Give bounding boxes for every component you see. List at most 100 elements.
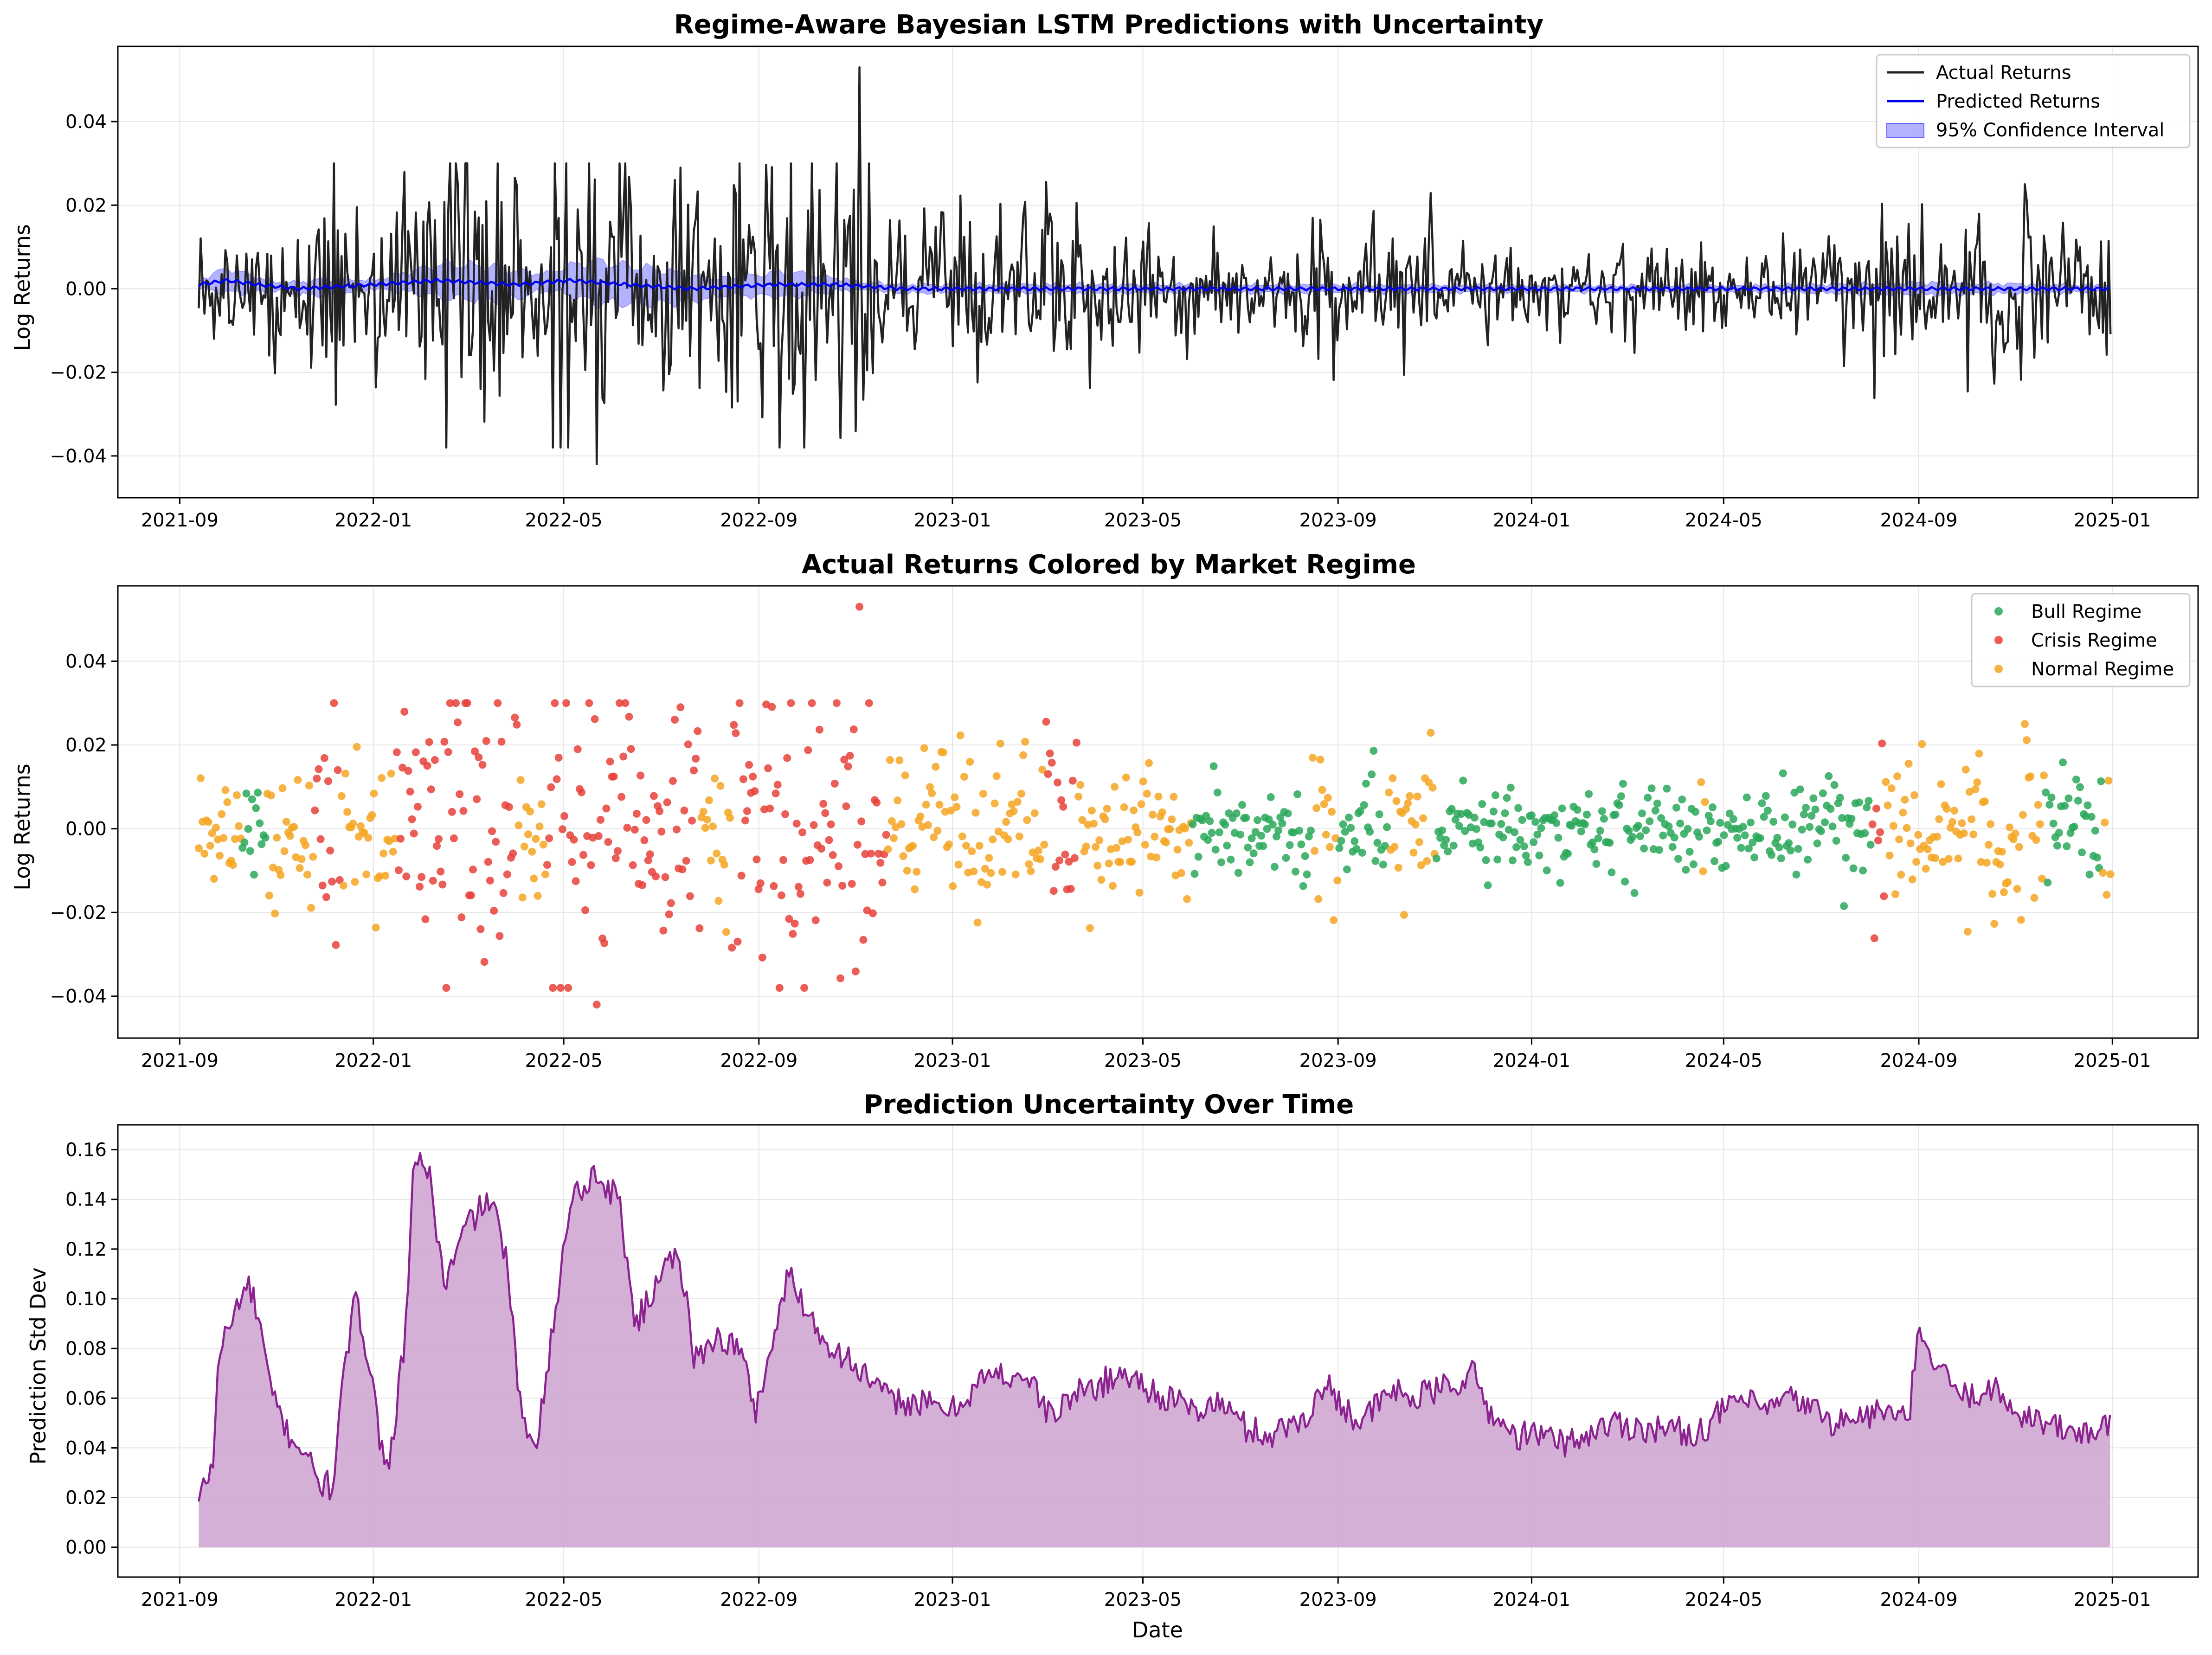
bull-regime-point (1274, 826, 1283, 834)
crisis-regime-point (427, 785, 435, 794)
bull-regime-point (1295, 827, 1304, 835)
bull-regime-point (1194, 853, 1202, 861)
panel-1-xtick-label: 2024-05 (1685, 510, 1762, 531)
bull-regime-point (1672, 803, 1680, 812)
normal-regime-point (1183, 895, 1191, 903)
bull-regime-point (2063, 842, 2071, 850)
bull-regime-point (1706, 817, 1715, 825)
crisis-regime-point (733, 937, 742, 946)
bull-regime-point (1530, 838, 1538, 847)
normal-regime-point (1139, 777, 1147, 786)
crisis-regime-point (394, 866, 403, 874)
normal-regime-point (1023, 816, 1031, 824)
normal-regime-point (219, 834, 228, 842)
normal-regime-point (1417, 861, 1425, 869)
crisis-regime-point (865, 699, 873, 707)
bull-regime-point (1807, 812, 1816, 820)
normal-regime-point (1025, 860, 1033, 868)
normal-regime-point (351, 878, 359, 886)
crisis-regime-point (313, 775, 321, 783)
panel-2-xtick-label: 2023-05 (1104, 1050, 1182, 1071)
bull-regime-point (1299, 882, 1307, 890)
bull-regime-point (1828, 822, 1837, 831)
normal-regime-point (930, 833, 938, 841)
bull-regime-point (1758, 799, 1766, 808)
panel-1-legend-label: Actual Returns (1936, 62, 2071, 83)
panel-1-xtick-label: 2022-01 (334, 510, 412, 531)
normal-regime-point (1973, 778, 1981, 787)
crisis-regime-point (322, 893, 330, 901)
normal-regime-point (989, 835, 997, 844)
normal-regime-point (1931, 854, 1940, 862)
normal-regime-point (1988, 890, 1997, 898)
bull-regime-point (1362, 779, 1370, 788)
crisis-regime-point (560, 812, 568, 820)
normal-regime-point (1149, 810, 1157, 819)
bull-regime-point (1278, 819, 1286, 828)
normal-regime-point (1971, 785, 1980, 794)
normal-regime-point (341, 770, 349, 778)
crisis-regime-point (484, 858, 492, 866)
bull-regime-point (2085, 870, 2094, 879)
crisis-regime-point (794, 883, 803, 891)
crisis-regime-point (442, 984, 450, 992)
normal-regime-point (716, 782, 725, 790)
bull-regime-point (1499, 833, 1507, 841)
normal-regime-point (221, 786, 230, 794)
bull-regime-point (1825, 772, 1833, 780)
normal-regime-point (1402, 805, 1410, 814)
bull-regime-point (1796, 785, 1804, 794)
crisis-regime-point (1048, 758, 1056, 767)
bull-regime-point (1760, 813, 1768, 821)
normal-regime-point (1109, 882, 1117, 890)
bull-regime-point (1682, 866, 1690, 874)
panel-3-ytick-label: 0.00 (65, 1537, 107, 1559)
crisis-regime-point (456, 790, 464, 798)
bull-regime-point (2045, 801, 2054, 809)
crisis-regime-point (1880, 892, 1888, 900)
crisis-regime-point (825, 836, 833, 844)
bull-regime-point (1254, 816, 1261, 824)
normal-regime-point (709, 822, 717, 831)
bull-regime-point (1484, 881, 1492, 890)
crisis-regime-point (558, 825, 566, 834)
normal-regime-point (1893, 772, 1901, 781)
normal-regime-point (1960, 829, 1968, 838)
crisis-regime-point (410, 829, 418, 838)
normal-regime-point (926, 783, 934, 791)
bull-regime-point (1859, 866, 1867, 875)
normal-regime-point (2030, 894, 2038, 902)
bull-regime-point (2047, 793, 2056, 802)
normal-regime-point (971, 808, 980, 817)
normal-regime-point (1092, 843, 1100, 851)
crisis-regime-point (751, 787, 759, 795)
bull-regime-point (248, 795, 256, 803)
crisis-regime-point (867, 849, 875, 858)
normal-regime-point (229, 861, 237, 869)
crisis-regime-point (873, 798, 881, 807)
bull-regime-point (1674, 855, 1682, 863)
normal-regime-point (1889, 822, 1897, 830)
crisis-regime-point (450, 834, 458, 842)
bull-regime-point (1691, 808, 1699, 816)
crisis-regime-point (556, 984, 565, 992)
crisis-regime-point (425, 738, 433, 746)
crisis-regime-point (1042, 718, 1050, 726)
bull-regime-point (1209, 762, 1218, 770)
normal-regime-point (286, 832, 294, 840)
normal-regime-point (1899, 808, 1907, 817)
bull-regime-point (1685, 847, 1694, 856)
crisis-regime-point (1876, 828, 1884, 836)
bull-regime-point (1785, 839, 1793, 847)
legend-swatch-band (1886, 123, 1924, 138)
crisis-regime-point (627, 745, 635, 753)
normal-regime-point (349, 820, 357, 828)
normal-regime-point (1908, 875, 1916, 884)
bull-regime-point (246, 847, 254, 855)
bull-regime-point (1221, 821, 1229, 829)
bull-regime-point (2059, 758, 2067, 767)
panel-3-xtick-label: 2023-09 (1299, 1589, 1377, 1610)
normal-regime-point (1891, 890, 1899, 898)
normal-regime-point (1937, 780, 1945, 789)
bull-regime-point (1543, 866, 1551, 874)
